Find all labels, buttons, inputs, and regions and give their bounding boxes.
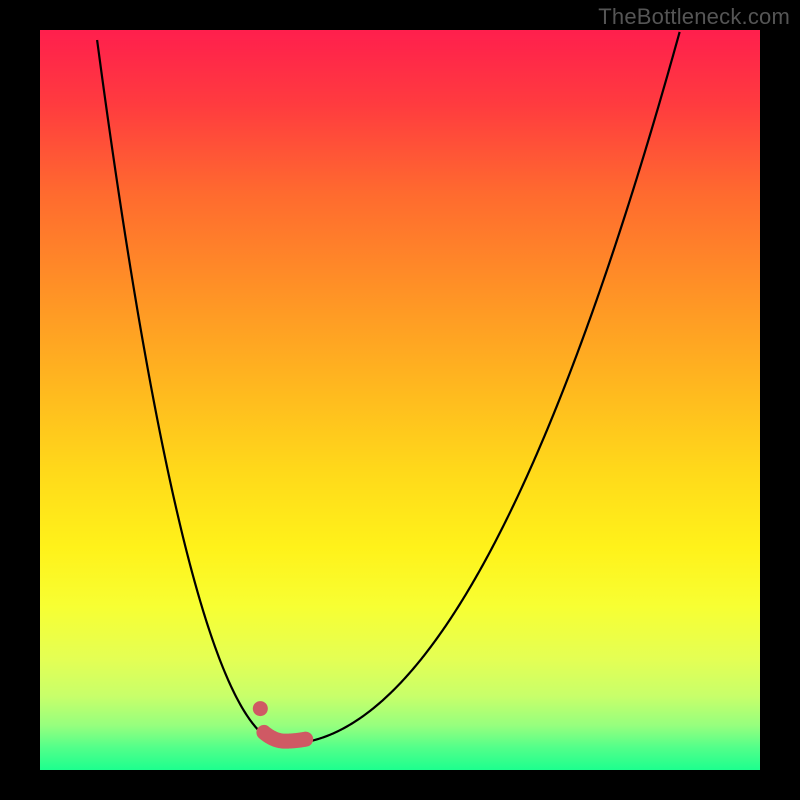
heat-gradient xyxy=(40,30,760,770)
chart-stage: TheBottleneck.com xyxy=(0,0,800,800)
curve-dot-marker xyxy=(253,701,268,716)
min-u-marker xyxy=(264,732,306,741)
watermark-text: TheBottleneck.com xyxy=(598,4,790,30)
bottleneck-chart xyxy=(0,0,800,800)
